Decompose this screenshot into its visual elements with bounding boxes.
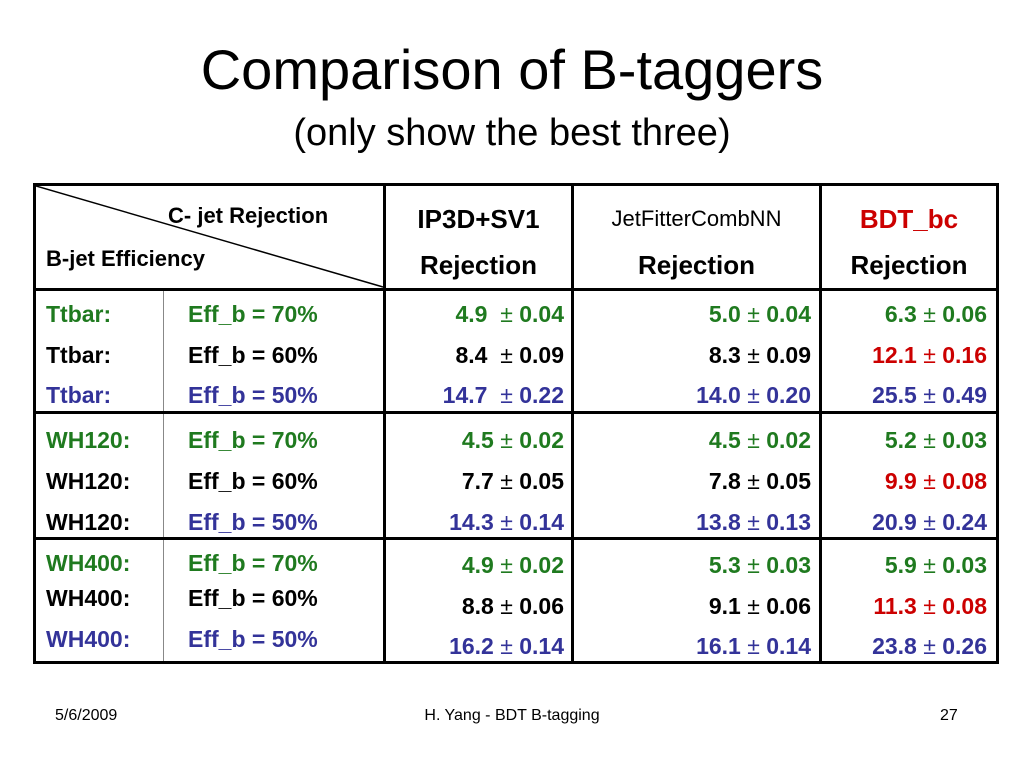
value-jetfitter: 16.1 ± 0.14 [696, 633, 811, 659]
row-efficiency: Eff_b = 50% [188, 382, 318, 408]
row-sample: Ttbar: [46, 301, 112, 327]
col-divider-1 [383, 186, 386, 661]
slide-title: Comparison of B-taggers [200, 38, 824, 101]
col-header-jetfitter: JetFitterCombNN Rejection [611, 206, 782, 280]
row-sample: WH400: [46, 550, 131, 576]
value-ip3d: 14.7 ± 0.22 [442, 382, 564, 408]
value-jetfitter: 8.3 ± 0.09 [708, 342, 811, 368]
col-divider-2 [571, 186, 574, 661]
footer-title: H. Yang - BDT B-tagging [424, 707, 600, 724]
value-ip3d: 8.8 ± 0.06 [461, 593, 564, 619]
value-bdt: 5.2 ± 0.03 [884, 427, 987, 453]
value-bdt: 6.3 ± 0.06 [884, 301, 987, 327]
value-ip3d: 7.7 ± 0.05 [461, 468, 564, 494]
value-ip3d: 4.5 ± 0.02 [461, 427, 564, 453]
value-bdt: 25.5 ± 0.49 [872, 382, 987, 408]
row-sample: WH120: [46, 509, 131, 535]
page-number: 27 [940, 707, 958, 724]
value-bdt: 12.1 ± 0.16 [872, 342, 987, 368]
row-efficiency: Eff_b = 70% [188, 427, 318, 453]
row-efficiency: Eff_b = 70% [188, 301, 318, 327]
corner-diagonal [36, 186, 383, 288]
row-efficiency: Eff_b = 60% [188, 585, 318, 611]
label-divider [163, 291, 164, 661]
group-divider-2 [36, 537, 996, 540]
value-bdt: 5.9 ± 0.03 [884, 552, 987, 578]
value-jetfitter: 7.8 ± 0.05 [708, 468, 811, 494]
value-jetfitter: 14.0 ± 0.20 [696, 382, 811, 408]
footer-date: 5/6/2009 [55, 707, 118, 724]
slide-subtitle: (only show the best three) [293, 112, 731, 154]
row-sample: WH120: [46, 427, 131, 453]
row-sample: WH120: [46, 468, 131, 494]
value-jetfitter: 5.3 ± 0.03 [708, 552, 811, 578]
corner-top-label: C- jet Rejection [168, 203, 329, 228]
value-ip3d: 8.4 ± 0.09 [455, 342, 564, 368]
col-header-ip3d-sv1: IP3D+SV1 Rejection [417, 204, 540, 280]
row-sample: WH400: [46, 585, 131, 611]
value-ip3d: 14.3 ± 0.14 [449, 509, 564, 535]
header-divider [36, 288, 996, 291]
row-efficiency: Eff_b = 60% [188, 342, 318, 368]
row-sample: WH400: [46, 626, 131, 652]
value-jetfitter: 5.0 ± 0.04 [708, 301, 811, 327]
value-bdt: 11.3 ± 0.08 [873, 593, 987, 619]
row-sample: Ttbar: [46, 382, 112, 408]
value-bdt: 9.9 ± 0.08 [884, 468, 987, 494]
value-ip3d: 4.9 ± 0.02 [461, 552, 564, 578]
value-jetfitter: 13.8 ± 0.13 [696, 509, 811, 535]
value-bdt: 23.8 ± 0.26 [872, 633, 987, 659]
col-divider-3 [819, 186, 822, 661]
row-sample: Ttbar: [46, 342, 112, 368]
row-efficiency: Eff_b = 70% [188, 550, 318, 576]
corner-bottom-label: B-jet Efficiency [46, 246, 205, 271]
value-ip3d: 16.2 ± 0.14 [449, 633, 564, 659]
comparison-table: C- jet Rejection B-jet Efficiency IP3D+S… [33, 183, 999, 664]
row-efficiency: Eff_b = 50% [188, 509, 318, 535]
group-divider-1 [36, 411, 996, 414]
value-ip3d: 4.9 ± 0.04 [455, 301, 564, 327]
value-jetfitter: 4.5 ± 0.02 [708, 427, 811, 453]
row-efficiency: Eff_b = 60% [188, 468, 318, 494]
col-header-bdt-bc: BDT_bc Rejection [850, 204, 968, 280]
row-efficiency: Eff_b = 50% [188, 626, 318, 652]
value-bdt: 20.9 ± 0.24 [872, 509, 987, 535]
value-jetfitter: 9.1 ± 0.06 [708, 593, 811, 619]
